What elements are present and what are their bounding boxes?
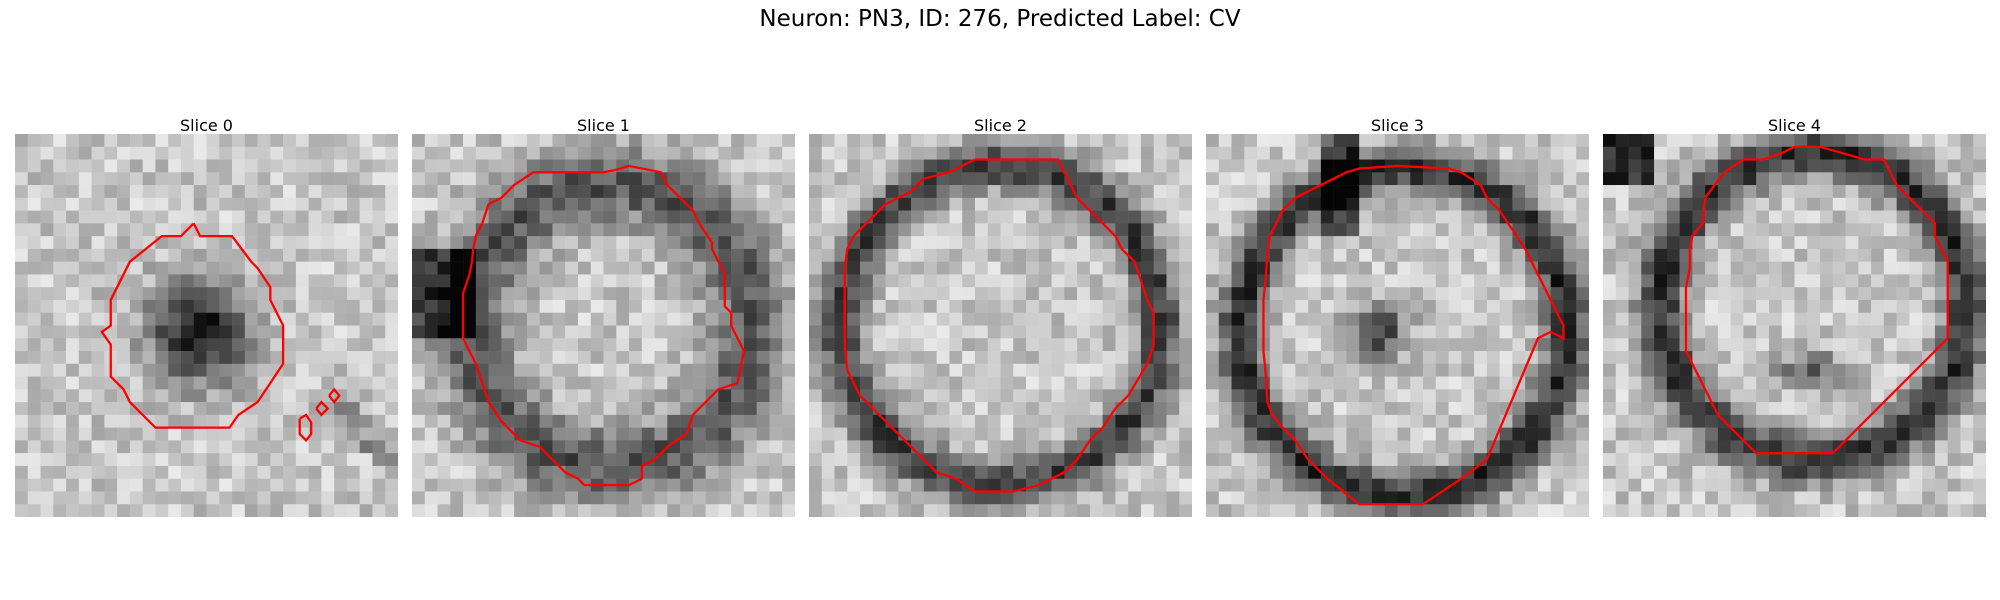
- micrograph-pixels: [15, 134, 398, 517]
- micrograph-pixels: [809, 134, 1192, 517]
- slice-panel-4: Slice 4: [1603, 116, 1986, 517]
- slice-label: Slice 4: [1768, 116, 1821, 135]
- slice-image: [809, 134, 1192, 517]
- slice-panel-2: Slice 2: [809, 116, 1192, 517]
- slice-image: [412, 134, 795, 517]
- segmentation-contour: [1684, 145, 1949, 455]
- slice-image: [1603, 134, 1986, 517]
- slice-image: [15, 134, 398, 517]
- slice-panel-3: Slice 3: [1206, 116, 1589, 517]
- slice-label: Slice 0: [180, 116, 233, 135]
- segmentation-contour: [1262, 164, 1565, 506]
- slice-label: Slice 2: [974, 116, 1027, 135]
- micrograph-pixels: [1206, 134, 1589, 517]
- micrograph-pixels: [412, 134, 795, 517]
- slice-panel-1: Slice 1: [412, 116, 795, 517]
- segmentation-contour: [100, 222, 341, 443]
- slice-panel-0: Slice 0: [15, 116, 398, 517]
- figure-title: Neuron: PN3, ID: 276, Predicted Label: C…: [759, 6, 1241, 32]
- slice-image: [1206, 134, 1589, 517]
- micrograph-pixels: [1603, 134, 1986, 517]
- slice-label: Slice 3: [1371, 116, 1424, 135]
- slice-label: Slice 1: [577, 116, 630, 135]
- segmentation-contour: [843, 158, 1155, 493]
- segmentation-contour: [461, 164, 746, 487]
